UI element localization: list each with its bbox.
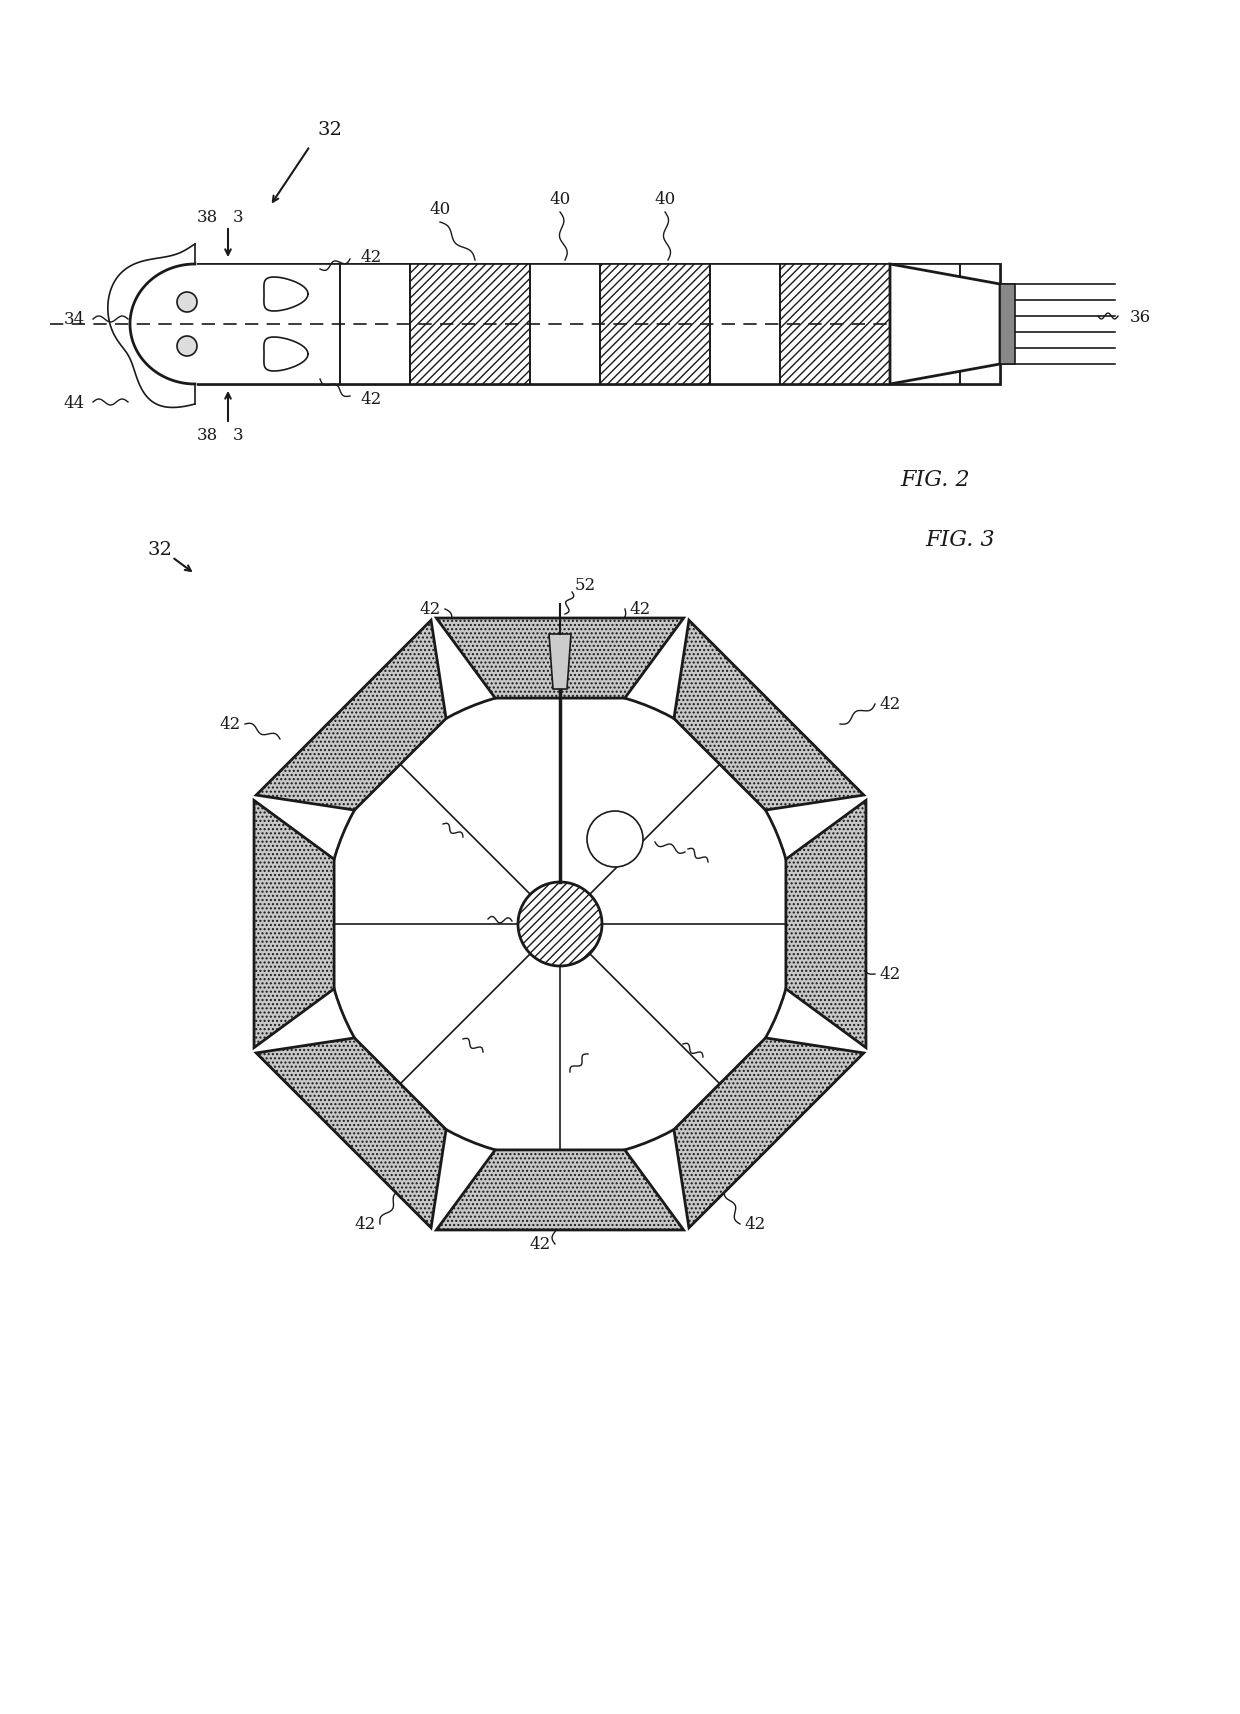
Bar: [195, 266, 999, 384]
Text: 34: 34: [63, 312, 86, 329]
Text: 42: 42: [360, 249, 381, 266]
Text: 42: 42: [360, 391, 381, 408]
Text: 42: 42: [630, 602, 651, 619]
Polygon shape: [890, 266, 999, 384]
Text: 38: 38: [197, 209, 218, 225]
Text: 42: 42: [355, 1215, 376, 1232]
Polygon shape: [436, 619, 683, 699]
Text: 40: 40: [549, 192, 570, 209]
Polygon shape: [254, 800, 334, 1047]
Bar: [195, 266, 340, 384]
Text: 46: 46: [424, 811, 445, 828]
Text: 44: 44: [454, 908, 476, 926]
Text: 40: 40: [655, 192, 676, 209]
Polygon shape: [257, 620, 446, 811]
Text: 38: 38: [197, 427, 218, 444]
Circle shape: [177, 338, 197, 357]
Text: 40: 40: [429, 201, 450, 218]
Bar: [600, 266, 711, 384]
Text: 42: 42: [529, 1236, 551, 1253]
Polygon shape: [786, 800, 866, 1047]
Text: 44: 44: [63, 394, 86, 411]
Text: 42: 42: [419, 602, 440, 619]
Text: 32: 32: [148, 540, 172, 559]
Bar: [999, 285, 1016, 365]
Text: FIG. 3: FIG. 3: [925, 528, 994, 550]
Text: 42: 42: [744, 1215, 765, 1232]
Bar: [780, 266, 890, 384]
Text: 52: 52: [575, 576, 596, 593]
Text: 42: 42: [219, 716, 241, 734]
Text: 50: 50: [689, 848, 711, 866]
Circle shape: [587, 811, 644, 867]
Text: 46: 46: [444, 1027, 465, 1042]
Text: 42: 42: [879, 967, 900, 982]
Text: 48: 48: [570, 1071, 591, 1088]
Text: 3: 3: [233, 209, 243, 225]
Text: 42: 42: [879, 696, 900, 713]
Polygon shape: [673, 620, 864, 811]
Circle shape: [518, 883, 601, 967]
Bar: [960, 266, 999, 384]
Circle shape: [325, 689, 795, 1159]
Text: 46: 46: [665, 1030, 686, 1047]
Text: FIG. 2: FIG. 2: [900, 468, 970, 490]
Polygon shape: [549, 634, 570, 689]
Circle shape: [177, 293, 197, 314]
Polygon shape: [436, 1150, 683, 1231]
Bar: [410, 266, 529, 384]
Bar: [340, 266, 410, 384]
Text: 32: 32: [317, 122, 342, 139]
Text: 54: 54: [464, 646, 485, 663]
Text: 46: 46: [670, 836, 691, 854]
Polygon shape: [673, 1039, 864, 1227]
Text: 36: 36: [1130, 309, 1151, 326]
Bar: [529, 266, 600, 384]
Wedge shape: [130, 261, 195, 389]
Polygon shape: [257, 1039, 446, 1227]
Bar: [890, 266, 960, 384]
Text: 3: 3: [233, 427, 243, 444]
Bar: [711, 266, 780, 384]
